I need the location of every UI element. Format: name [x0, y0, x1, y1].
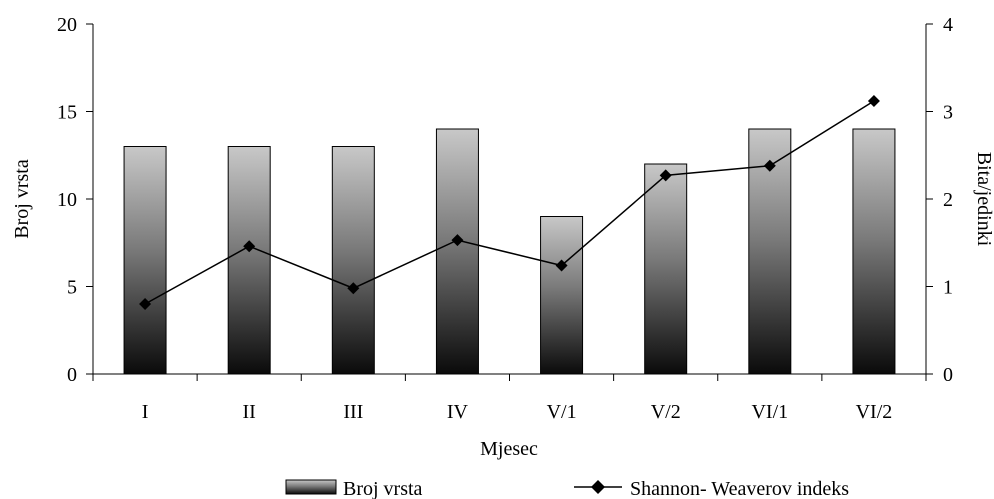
x-tick-label: VI/1	[751, 401, 788, 423]
y-tick-label-right: 4	[943, 14, 953, 36]
axes	[86, 23, 933, 381]
bar-6	[644, 163, 688, 375]
line-point-5	[555, 259, 568, 272]
x-tick-label: I	[142, 401, 149, 423]
y-tick-label-right: 2	[943, 189, 953, 211]
line-point-6	[659, 169, 672, 182]
y-tick-label-right: 1	[943, 277, 953, 299]
y-axis-title-right: Bita/jedinki	[973, 152, 994, 247]
line-point-3	[347, 282, 360, 295]
bar-8	[852, 128, 896, 375]
bar-2	[227, 146, 271, 375]
x-tick-label: II	[243, 401, 256, 423]
legend-line-label: Shannon- Weaverov indeks	[630, 478, 849, 499]
y-tick-label-left: 0	[67, 364, 77, 386]
bar-series	[123, 128, 896, 375]
legend-bar-swatch	[285, 479, 337, 495]
x-tick-label: V/1	[547, 401, 577, 423]
x-tick-label: III	[343, 401, 363, 423]
y-tick-label-left: 5	[67, 277, 77, 299]
line-point-4	[451, 234, 464, 247]
x-tick-label: VI/2	[856, 401, 893, 423]
bar-4	[435, 128, 479, 375]
y-tick-label-left: 15	[57, 102, 77, 124]
line-point-2	[243, 240, 256, 253]
y-tick-label-left: 10	[57, 189, 77, 211]
legend-bar-label: Broj vrsta	[343, 478, 423, 499]
line-path	[144, 100, 875, 305]
line-point-7	[763, 159, 776, 172]
line-point-8	[867, 95, 880, 107]
x-tick-label: V/2	[651, 401, 681, 423]
y-tick-label-right: 0	[943, 364, 953, 386]
bar-1	[123, 146, 167, 375]
legend: Broj vrsta Shannon- Weaverov indeks	[285, 478, 849, 499]
bar-3	[331, 146, 375, 375]
x-axis-title: Mjesec	[480, 438, 538, 460]
x-tick-label: IV	[447, 401, 469, 423]
y-tick-label-left: 20	[57, 14, 77, 36]
y-tick-label-right: 3	[943, 102, 953, 124]
line-point-1	[139, 298, 152, 310]
line-series	[139, 95, 880, 310]
bar-5	[540, 216, 584, 375]
y-axis-title-left: Broj vrsta	[11, 159, 33, 239]
legend-line-marker	[591, 480, 605, 494]
